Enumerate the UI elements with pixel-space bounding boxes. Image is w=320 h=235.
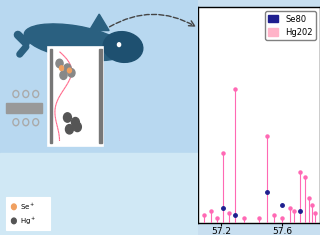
Bar	[6, 197, 50, 230]
Polygon shape	[89, 14, 109, 31]
Circle shape	[12, 218, 16, 224]
Text: Se$^+$: Se$^+$	[20, 202, 35, 212]
Circle shape	[73, 122, 81, 132]
Circle shape	[71, 118, 79, 127]
Circle shape	[68, 69, 75, 77]
Y-axis label: Intensity (counts): Intensity (counts)	[164, 72, 174, 158]
Bar	[0, 0, 198, 153]
Bar	[0, 153, 198, 235]
Circle shape	[64, 64, 71, 72]
Bar	[48, 47, 103, 146]
Bar	[99, 49, 101, 143]
Circle shape	[68, 68, 71, 73]
Bar	[6, 103, 42, 113]
Circle shape	[117, 43, 121, 47]
FancyArrowPatch shape	[20, 47, 26, 54]
Ellipse shape	[24, 24, 126, 61]
Ellipse shape	[103, 32, 143, 62]
Circle shape	[12, 204, 16, 210]
Legend: Se80, Hg202: Se80, Hg202	[265, 11, 316, 40]
Circle shape	[56, 59, 63, 68]
Circle shape	[66, 125, 73, 134]
Circle shape	[60, 71, 67, 79]
Text: Hg$^+$: Hg$^+$	[20, 215, 36, 227]
Circle shape	[63, 113, 71, 122]
Bar	[50, 49, 52, 143]
Circle shape	[60, 66, 63, 70]
FancyArrowPatch shape	[18, 35, 26, 43]
